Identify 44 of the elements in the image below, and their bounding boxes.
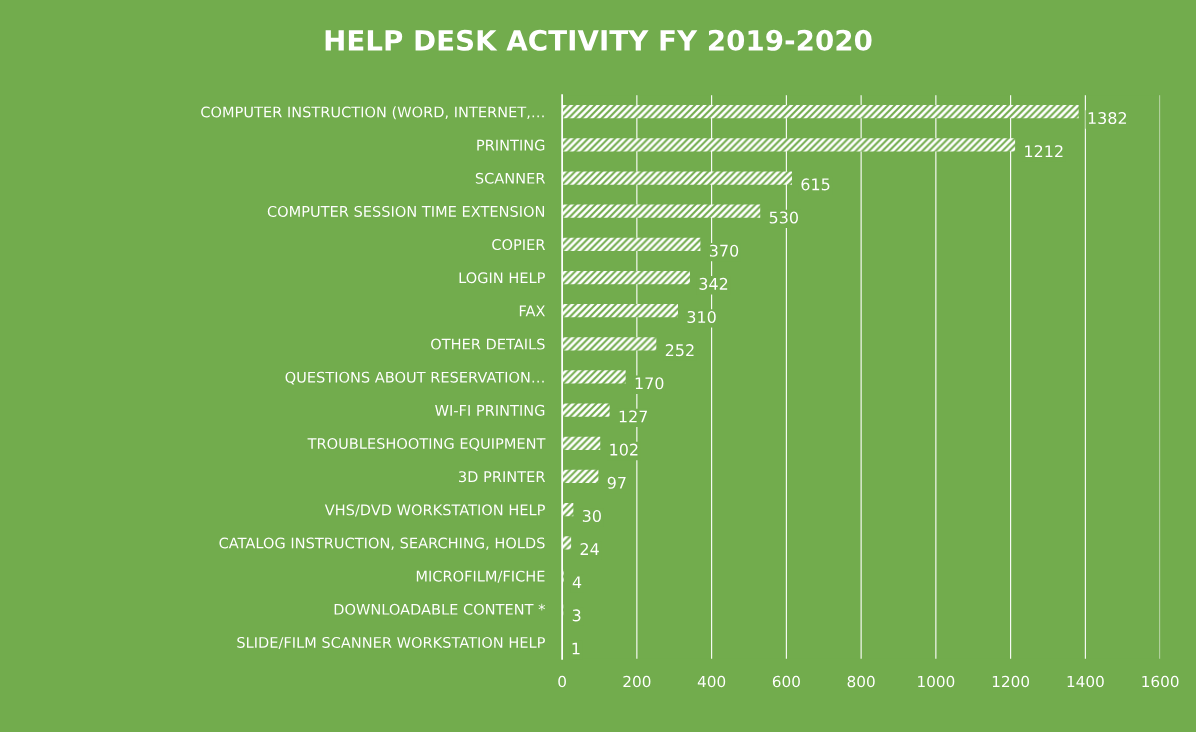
y-tick-label: COPIER xyxy=(492,239,546,251)
data-label: 4 xyxy=(572,576,582,589)
data-label: 102 xyxy=(610,443,638,456)
x-tick-label: 1400 xyxy=(1067,675,1104,688)
x-tick-label: 400 xyxy=(697,675,726,688)
x-tick-label: 600 xyxy=(772,675,800,688)
x-tick-label: 1600 xyxy=(1142,675,1179,688)
data-label: 1382 xyxy=(1088,112,1127,125)
data-label: 530 xyxy=(769,211,798,224)
data-label: 370 xyxy=(709,244,739,257)
y-tick-label: SLIDE/FILM SCANNER WORKSTATION HELP xyxy=(237,636,545,650)
data-label: 615 xyxy=(801,178,830,191)
y-tick-label: COMPUTER INSTRUCTION (WORD, INTERNET,… xyxy=(201,106,544,120)
data-label: 1 xyxy=(572,642,580,655)
y-tick-label: WI-FI PRINTING xyxy=(435,404,545,416)
y-tick-label: VHS/DVD WORKSTATION HELP xyxy=(324,504,545,517)
y-tick-label: COMPUTER SESSION TIME EXTENSION xyxy=(267,205,545,217)
data-label: 127 xyxy=(619,410,648,423)
x-tick-label: 800 xyxy=(847,675,875,688)
y-tick-label: CATALOG INSTRUCTION, SEARCHING, HOLDS xyxy=(219,537,545,550)
y-tick-label: FAX xyxy=(519,305,545,317)
y-tick-label: 3D PRINTER xyxy=(459,471,546,483)
data-label: 170 xyxy=(635,377,664,390)
x-tick-label: 200 xyxy=(623,675,651,688)
data-label: 252 xyxy=(665,344,694,357)
y-tick-label: MICROFILM/FICHE xyxy=(416,570,545,583)
y-tick-label: PRINTING xyxy=(477,139,545,151)
x-tick-label: 0 xyxy=(558,675,566,688)
data-label: 24 xyxy=(580,543,599,555)
y-tick-label: LOGIN HELP xyxy=(459,272,545,284)
y-tick-label: QUESTIONS ABOUT RESERVATION… xyxy=(285,371,544,385)
x-tick-label: 1000 xyxy=(918,675,955,688)
data-label: 30 xyxy=(582,509,601,522)
data-label: 3 xyxy=(572,609,581,622)
y-tick-label: TROUBLESHOOTING EQUIPMENT xyxy=(307,438,546,451)
y-tick-label: DOWNLOADABLE CONTENT * xyxy=(334,603,546,615)
y-tick-label: OTHER DETAILS xyxy=(431,338,545,350)
chart-title: HELP DESK ACTIVITY FY 2019-2020 xyxy=(325,29,872,51)
y-tick-label: SCANNER xyxy=(475,172,546,184)
data-label: 310 xyxy=(687,310,716,324)
x-tick-label: 1200 xyxy=(992,675,1030,688)
data-label: 342 xyxy=(699,277,728,290)
data-label: 97 xyxy=(607,476,626,489)
data-label: 1212 xyxy=(1025,145,1063,158)
